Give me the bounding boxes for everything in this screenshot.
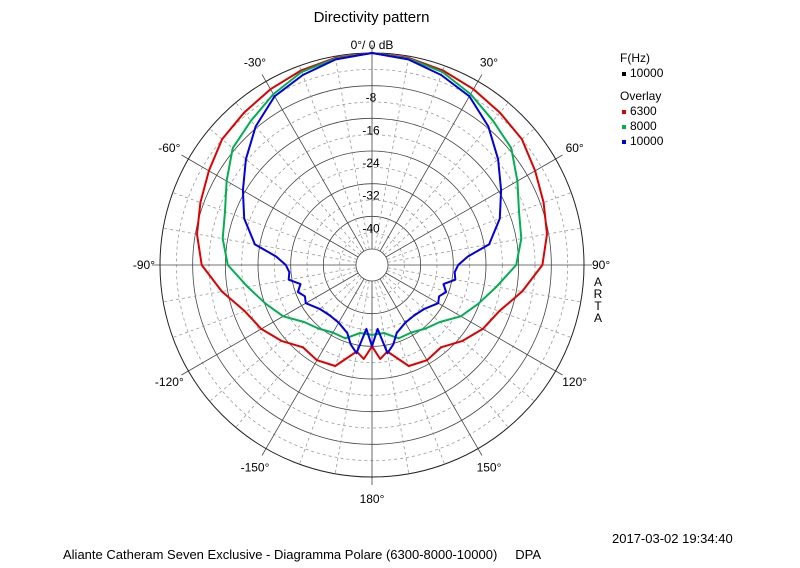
legend-frequency-value: 10000 — [630, 66, 664, 80]
grid-spoke-minor — [377, 65, 445, 251]
grid-spoke-minor — [334, 56, 370, 250]
angle-tick-label: -90° — [133, 258, 155, 272]
radial-tick-label: -24 — [362, 156, 380, 170]
series-line-10000 — [241, 52, 503, 355]
angle-tick-label: 180° — [360, 492, 385, 506]
grid-spoke-minor — [235, 276, 363, 428]
angle-tick-label: 30° — [480, 55, 498, 69]
angle-tick-label: 90° — [592, 258, 610, 272]
series-line-8000 — [221, 52, 523, 340]
footer-tag: DPA — [515, 547, 542, 562]
grid-spoke — [379, 278, 483, 456]
radial-tick-label: -16 — [362, 123, 380, 137]
grid-spoke-minor — [387, 227, 581, 263]
radial-tick-label: -32 — [362, 189, 380, 203]
grid-spoke-minor — [334, 280, 370, 474]
legend-label-10000: 10000 — [630, 134, 664, 148]
grid-spoke-minor — [377, 279, 445, 465]
angle-tick-label: -150° — [241, 461, 270, 475]
angle-tick-label: -30° — [244, 55, 266, 69]
legend-frequency-item: 10000 — [620, 66, 663, 81]
side-label-letter: T — [594, 299, 602, 313]
grid-spoke-minor — [209, 128, 361, 256]
angle-tick-label: 150° — [477, 461, 502, 475]
legend-frequency-swatch — [622, 71, 626, 76]
grid-spoke — [261, 74, 365, 252]
top-axis-label: 0°/ 0 dB — [351, 38, 394, 52]
grid-spoke — [181, 272, 359, 376]
chart-title: Directivity pattern — [313, 9, 430, 26]
grid-spoke-minor — [299, 65, 367, 251]
grid-spoke-minor — [209, 274, 361, 402]
side-label-letter: A — [593, 275, 602, 289]
grid-spoke-minor — [235, 102, 363, 254]
legend-swatch-6300 — [622, 109, 626, 114]
timestamp: 2017-03-02 19:34:40 — [612, 531, 733, 546]
legend-label-6300: 6300 — [630, 104, 657, 118]
grid-spoke-minor — [374, 280, 410, 474]
legend-swatch-10000 — [622, 139, 626, 144]
side-label: A R T A — [592, 276, 604, 324]
angle-tick-label: -60° — [158, 141, 180, 155]
legend-overlay-item: 8000 — [620, 119, 663, 134]
grid-spoke-minor — [172, 192, 358, 260]
footer-description: Aliante Catheram Seven Exclusive - Diagr… — [63, 547, 498, 562]
angle-tick-label: -120° — [155, 375, 184, 389]
angle-tick-label: 60° — [566, 141, 584, 155]
grid-spoke — [385, 272, 563, 376]
grid-spoke-minor — [387, 267, 581, 303]
grid-ring-inner — [355, 248, 389, 282]
grid-spoke — [385, 154, 563, 258]
grid-spoke — [181, 154, 359, 258]
radial-tick-label: -8 — [366, 91, 377, 105]
side-label-letter: R — [593, 287, 603, 301]
legend-frequency-header: F(Hz) — [620, 51, 650, 65]
legend-overlay-header: Overlay — [620, 89, 662, 103]
grid-spoke-minor — [381, 102, 509, 254]
legend-overlay-item: 10000 — [620, 134, 663, 149]
legend-swatch-8000 — [622, 124, 626, 129]
side-label-letter: A — [593, 311, 602, 325]
legend-label-8000: 8000 — [630, 119, 657, 133]
angle-tick-label: 120° — [562, 375, 587, 389]
grid-spoke-minor — [163, 267, 357, 303]
grid-spoke-minor — [386, 192, 572, 260]
grid-spoke-minor — [299, 279, 367, 465]
grid-spoke — [379, 74, 483, 252]
footer: Aliante Catheram Seven Exclusive - Diagr… — [63, 547, 559, 562]
radial-tick-label: -40 — [362, 221, 380, 235]
grid-spoke — [261, 278, 365, 456]
grid-spoke-minor — [381, 276, 509, 428]
legend: F(Hz) 10000 Overlay 6300 8000 10000 — [620, 51, 663, 149]
grid-spoke-minor — [383, 274, 535, 402]
grid-spoke-minor — [383, 128, 535, 256]
grid-spoke-minor — [163, 227, 357, 263]
grid-spoke-minor — [374, 56, 410, 250]
legend-overlay-item: 6300 — [620, 104, 663, 119]
